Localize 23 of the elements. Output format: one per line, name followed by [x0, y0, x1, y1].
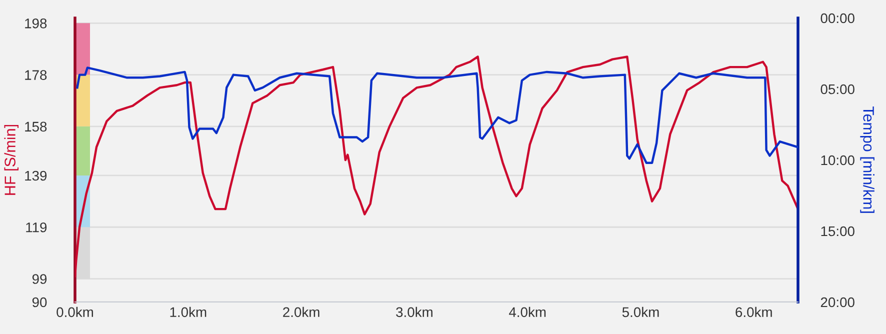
- y2-tick-label: 00:00: [820, 13, 854, 24]
- x-tick-label: 1.0km: [170, 306, 206, 318]
- x-tick-label: 3.0km: [396, 306, 432, 318]
- x-tick-label: 2.0km: [283, 306, 320, 318]
- y2-tick-label: 20:00: [820, 297, 854, 308]
- y-axis-title: HF [S/min]: [4, 125, 18, 195]
- x-tick-label: 6.0km: [736, 306, 772, 318]
- y-tick-label: 198: [25, 18, 47, 28]
- y-tick-label: 119: [26, 222, 47, 232]
- line-series: [76, 66, 798, 164]
- y-tick-label: 139: [25, 170, 47, 181]
- y2-tick-label: 10:00: [821, 155, 854, 166]
- y2-tick-label: 05:00: [820, 84, 854, 94]
- line-series: [75, 56, 798, 278]
- x-tick-label: 5.0km: [622, 306, 659, 318]
- y-tick-label: 99: [32, 274, 47, 284]
- y2-axis-title: Tempo [min/km]: [860, 106, 874, 213]
- y2-tick-label: 15:00: [821, 226, 854, 236]
- x-tick-label: 4.0km: [508, 306, 546, 318]
- x-tick-label: 0.0km: [56, 306, 93, 318]
- y-tick-label: 178: [25, 70, 47, 80]
- y-tick-label: 158: [25, 122, 47, 132]
- y-tick-label: 90: [32, 297, 47, 308]
